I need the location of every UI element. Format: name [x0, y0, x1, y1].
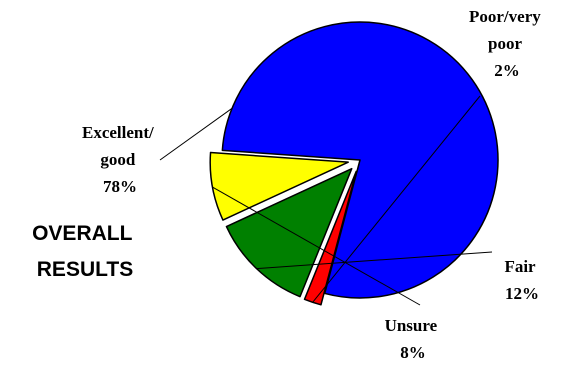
leader-line	[312, 95, 481, 303]
leader-line	[159, 107, 233, 161]
leader-lines	[159, 95, 493, 306]
leader-line	[256, 251, 493, 270]
chart-title: OVERALL RESULTS	[32, 222, 138, 281]
label-poor-very-poor: Poor/very poor 2%	[469, 7, 545, 80]
label-excellent-good: Excellent/ good 78%	[82, 123, 158, 196]
label-unsure: Unsure 8%	[385, 316, 442, 362]
pie-slices	[209, 21, 499, 306]
label-fair: Fair 12%	[504, 257, 539, 303]
slice-excellent-good	[221, 21, 499, 299]
leader-line	[212, 186, 421, 306]
